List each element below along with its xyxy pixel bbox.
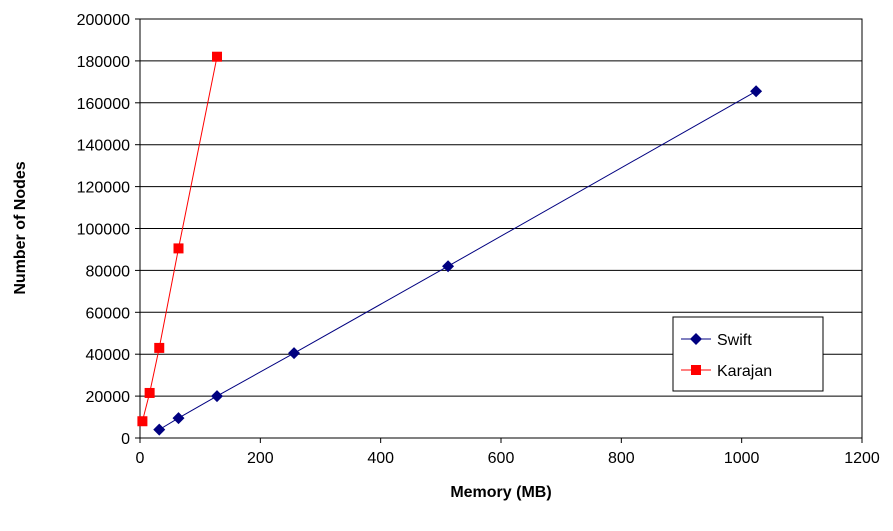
swift-point bbox=[211, 390, 224, 403]
legend: Swift Karajan bbox=[672, 316, 824, 392]
legend-label-karajan: Karajan bbox=[717, 363, 772, 380]
karajan-point bbox=[212, 51, 223, 62]
y-tick-label: 160000 bbox=[77, 96, 130, 113]
y-tick-label: 40000 bbox=[86, 347, 131, 364]
x-axis-title: Memory (MB) bbox=[450, 484, 551, 501]
swift-point bbox=[172, 412, 185, 425]
karajan-point bbox=[173, 243, 184, 254]
swift-point bbox=[442, 260, 455, 273]
y-tick-label: 80000 bbox=[86, 263, 131, 280]
legend-label-swift: Swift bbox=[717, 332, 752, 349]
x-tick-label: 600 bbox=[488, 450, 515, 467]
y-axis-ticks: 0 20000 40000 60000 80000 100000 120000 140000 1… bbox=[77, 12, 140, 448]
y-tick-label: 200000 bbox=[77, 12, 130, 29]
y-tick-label: 20000 bbox=[86, 389, 131, 406]
x-tick-label: 1000 bbox=[724, 450, 760, 467]
x-tick-label: 200 bbox=[247, 450, 274, 467]
y-tick-label: 60000 bbox=[86, 305, 131, 322]
legend-box bbox=[672, 316, 824, 392]
y-tick-label: 180000 bbox=[77, 54, 130, 71]
series-layer bbox=[137, 51, 763, 436]
karajan-series bbox=[137, 51, 223, 427]
x-tick-label: 800 bbox=[608, 450, 635, 467]
gridlines bbox=[140, 60, 862, 397]
y-axis-title: Number of Nodes bbox=[12, 161, 29, 294]
karajan-point bbox=[137, 416, 148, 427]
swift-point bbox=[750, 85, 763, 98]
legend-marker-swift bbox=[690, 333, 702, 345]
legend-marker-karajan bbox=[691, 365, 701, 375]
swift-point bbox=[153, 423, 166, 436]
swift-series bbox=[153, 85, 763, 436]
legend-item-swift: Swift bbox=[681, 332, 752, 349]
legend-item-karajan: Karajan bbox=[681, 363, 772, 380]
x-tick-label: 0 bbox=[136, 450, 145, 467]
y-tick-label: 100000 bbox=[77, 222, 130, 239]
karajan-point bbox=[144, 387, 155, 398]
x-tick-label: 400 bbox=[367, 450, 394, 467]
y-tick-label: 0 bbox=[121, 431, 130, 448]
x-axis-ticks: 0 200 400 600 800 1000 1200 bbox=[136, 438, 880, 467]
swift-point bbox=[288, 347, 301, 360]
y-tick-label: 140000 bbox=[77, 138, 130, 155]
karajan-point bbox=[154, 342, 165, 353]
x-tick-label: 1200 bbox=[844, 450, 880, 467]
y-tick-label: 120000 bbox=[77, 180, 130, 197]
